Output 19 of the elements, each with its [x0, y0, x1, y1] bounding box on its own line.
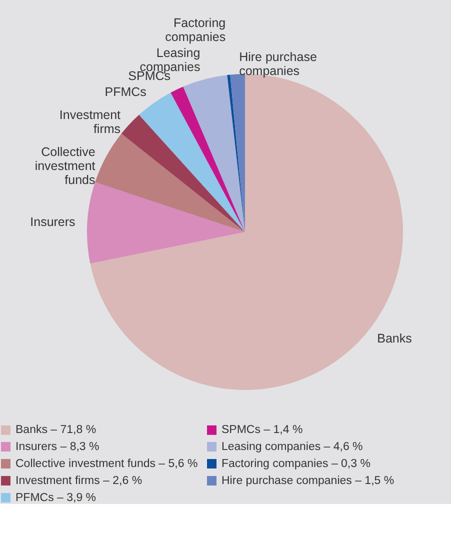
- legend-label: SPMCs – 1,4 %: [222, 424, 303, 436]
- text: Investment firms: [59, 108, 122, 136]
- text: Collective investment funds: [34, 144, 96, 187]
- legend-label: PFMCs – 3,9 %: [16, 492, 96, 504]
- legend-label: Insurers – 8,3 %: [16, 440, 100, 453]
- legend-label: Leasing companies – 4,6 %: [222, 440, 363, 453]
- text: Banks: [377, 331, 412, 346]
- text: Factoring companies: [165, 16, 226, 44]
- pie-slice: [121, 114, 245, 232]
- text: Hire purchase companies: [239, 50, 317, 78]
- legend-label: Factoring companies – 0,3 %: [222, 458, 370, 470]
- pie-slice: [95, 134, 245, 232]
- legend-label: Hire purchase companies – 1,5 %: [222, 474, 394, 487]
- text: PFMCs: [104, 84, 146, 99]
- legend-label: Banks – 71,8 %: [16, 424, 96, 436]
- pie-slice: [170, 86, 245, 232]
- legend-label: Investment firms – 2,6 %: [16, 474, 142, 487]
- legend-label: Collective investment funds – 5,6 %: [16, 458, 198, 470]
- text: Insurers: [30, 214, 76, 229]
